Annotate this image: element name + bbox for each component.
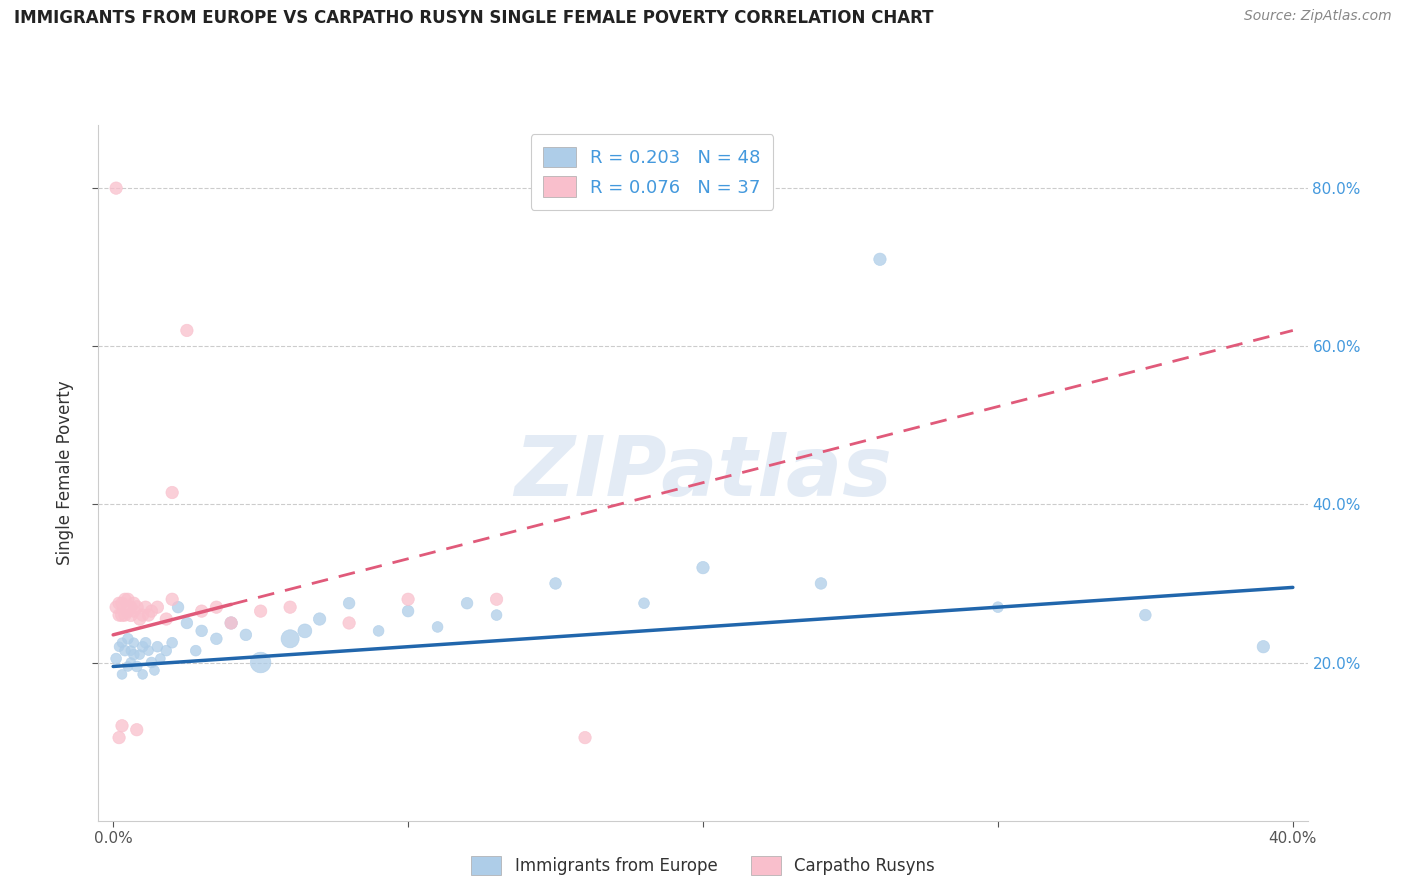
Point (146, 640, 169, 654)
Point (122, 596, 145, 610)
Point (278, 632, 301, 646)
Point (278, 600, 301, 615)
Point (105, 600, 128, 615)
Point (111, 596, 134, 610)
Point (574, 731, 596, 745)
Point (869, 252, 891, 267)
Point (205, 600, 228, 615)
Point (120, 656, 142, 670)
Text: Source: ZipAtlas.com: Source: ZipAtlas.com (1244, 9, 1392, 23)
Point (131, 667, 153, 681)
Point (485, 608, 508, 623)
Point (117, 592, 139, 607)
Point (1253, 640, 1275, 654)
Point (111, 636, 134, 650)
Point (141, 656, 163, 670)
Text: ZIPatlas: ZIPatlas (515, 433, 891, 513)
Point (117, 659, 139, 673)
Point (205, 632, 228, 646)
Text: IMMIGRANTS FROM EUROPE VS CARPATHO RUSYN SINGLE FEMALE POVERTY CORRELATION CHART: IMMIGRANTS FROM EUROPE VS CARPATHO RUSYN… (14, 9, 934, 27)
Point (176, 323, 198, 337)
Point (131, 640, 153, 654)
Point (249, 604, 271, 618)
Point (111, 667, 134, 681)
Point (111, 608, 134, 623)
Point (633, 596, 655, 610)
Point (337, 615, 360, 630)
Point (108, 596, 131, 610)
Y-axis label: Single Female Poverty: Single Female Poverty (56, 381, 75, 565)
Point (105, 651, 128, 665)
Point (167, 600, 190, 615)
Point (396, 592, 419, 607)
Point (160, 485, 183, 500)
Point (108, 640, 131, 654)
Point (219, 615, 242, 630)
Point (138, 643, 160, 657)
Point (294, 624, 316, 638)
Point (149, 651, 172, 665)
Point (114, 643, 136, 657)
Point (367, 624, 389, 638)
Point (122, 648, 145, 662)
Point (155, 612, 177, 626)
Point (111, 719, 134, 733)
Point (456, 596, 478, 610)
Point (120, 608, 142, 623)
Point (125, 723, 148, 737)
Point (117, 632, 139, 646)
Point (184, 643, 207, 657)
Point (117, 604, 139, 618)
Point (160, 636, 183, 650)
Point (131, 608, 153, 623)
Point (105, 181, 128, 195)
Point (114, 608, 136, 623)
Point (125, 600, 148, 615)
Point (120, 600, 142, 615)
Point (485, 592, 508, 607)
Point (235, 628, 257, 642)
Point (308, 612, 330, 626)
Point (155, 643, 177, 657)
Point (1135, 608, 1157, 623)
Point (544, 576, 567, 591)
Point (426, 620, 449, 634)
Point (114, 592, 136, 607)
Point (143, 664, 166, 678)
Point (987, 600, 1010, 615)
Point (122, 604, 145, 618)
Point (108, 731, 131, 745)
Point (249, 656, 271, 670)
Point (128, 648, 150, 662)
Point (135, 636, 157, 650)
Point (692, 560, 714, 574)
Point (128, 612, 150, 626)
Point (190, 604, 212, 618)
Point (135, 600, 157, 615)
Legend: Immigrants from Europe, Carpatho Rusyns: Immigrants from Europe, Carpatho Rusyns (464, 849, 942, 882)
Point (120, 643, 142, 657)
Point (125, 659, 148, 673)
Point (176, 615, 198, 630)
Point (138, 608, 160, 623)
Point (219, 615, 242, 630)
Point (160, 592, 183, 607)
Point (146, 600, 169, 615)
Point (337, 596, 360, 610)
Point (810, 576, 832, 591)
Point (141, 604, 163, 618)
Point (190, 624, 212, 638)
Point (396, 604, 419, 618)
Point (108, 608, 131, 623)
Point (122, 636, 145, 650)
